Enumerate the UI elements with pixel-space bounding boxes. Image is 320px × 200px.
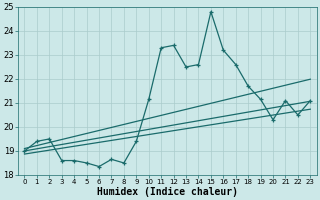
X-axis label: Humidex (Indice chaleur): Humidex (Indice chaleur) — [97, 186, 238, 197]
